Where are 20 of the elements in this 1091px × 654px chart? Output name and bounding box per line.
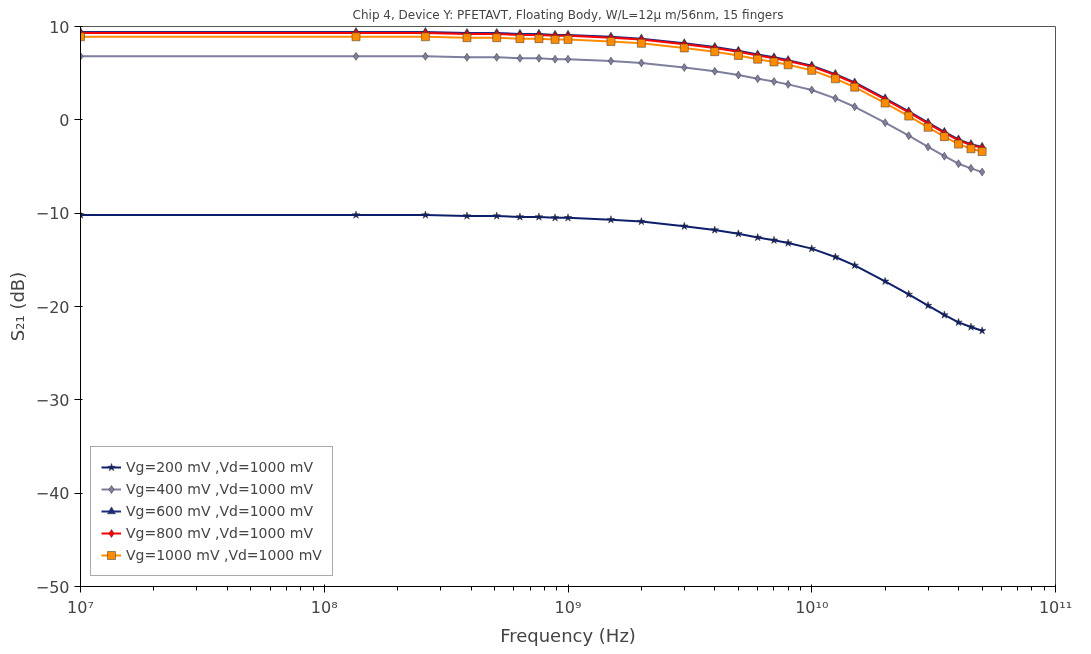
legend-label: Vg=1000 mV ,Vd=1000 mV — [126, 547, 322, 563]
y-tick-label: −50 — [35, 577, 70, 597]
y-tick-label: 0 — [59, 110, 70, 130]
y-tick-label: −10 — [35, 204, 70, 224]
x-tick-label: 10⁹ — [554, 597, 582, 617]
y-tick-label: 10 — [49, 17, 70, 37]
x-tick-label: 10¹¹ — [1038, 597, 1073, 617]
chart-title: Chip 4, Device Y: PFETAVT, Floating Body, W/L=12µ m/56nm, 15 fingers — [352, 7, 784, 22]
y-tick-label: −40 — [35, 484, 70, 504]
x-tick-label: 10⁸ — [310, 597, 338, 617]
y-tick-label: −20 — [35, 297, 70, 317]
legend-label: Vg=600 mV ,Vd=1000 mV — [126, 503, 313, 519]
y-tick-label: −30 — [35, 390, 70, 410]
legend-label: Vg=200 mV ,Vd=1000 mV — [126, 459, 313, 475]
legend-label: Vg=400 mV ,Vd=1000 mV — [126, 481, 313, 497]
x-tick-label: 10¹⁰ — [795, 597, 829, 617]
y-axis-title: S₂₁ (dB) — [6, 271, 28, 342]
legend-label: Vg=800 mV ,Vd=1000 mV — [126, 525, 313, 541]
x-axis-title: Frequency (Hz) — [500, 624, 636, 646]
x-tick-label: 10⁷ — [67, 597, 94, 617]
